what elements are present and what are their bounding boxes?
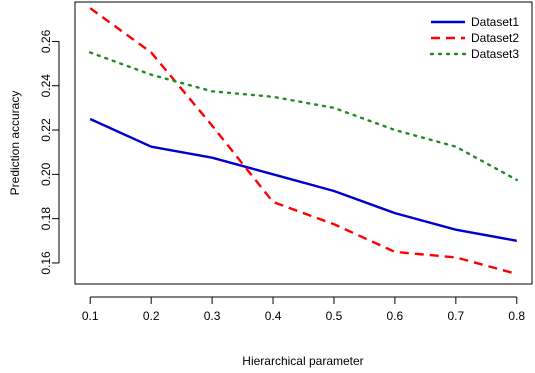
legend-label-dataset1: Dataset1: [471, 15, 519, 29]
x-tick-label: 0.7: [447, 309, 464, 323]
x-axis: 0.1 0.2 0.3 0.4 0.5 0.6 0.7 0.8: [82, 296, 525, 323]
series-line-dataset2: [89, 7, 518, 276]
series-line-dataset1: [89, 117, 518, 242]
x-tick-label: 0.1: [82, 309, 99, 323]
legend-label-dataset2: Dataset2: [471, 31, 519, 45]
y-tick-label: 0.18: [39, 207, 53, 231]
x-tick-label: 0.5: [326, 309, 343, 323]
y-axis-label: Prediction accuracy: [8, 91, 22, 196]
y-tick-label: 0.16: [39, 251, 53, 275]
x-axis-label: Hierarchical parameter: [242, 354, 363, 368]
y-axis: 0.16 0.18 0.20 0.22 0.24 0.26: [39, 29, 60, 275]
plot-frame: [74, 1, 533, 285]
y-tick-label: 0.22: [39, 118, 53, 142]
y-tick-label: 0.26: [39, 29, 53, 53]
legend-label-dataset3: Dataset3: [471, 47, 519, 61]
y-tick-label: 0.24: [39, 74, 53, 98]
x-tick-label: 0.2: [143, 309, 160, 323]
x-tick-label: 0.8: [508, 309, 525, 323]
x-tick-label: 0.4: [265, 309, 282, 323]
x-tick-label: 0.3: [204, 309, 221, 323]
y-tick-label: 0.20: [39, 162, 53, 186]
series-group: [88, 7, 518, 276]
x-tick-label: 0.6: [387, 309, 404, 323]
series-line-dataset3: [88, 51, 518, 182]
legend: Dataset1 Dataset2 Dataset3: [429, 15, 519, 61]
